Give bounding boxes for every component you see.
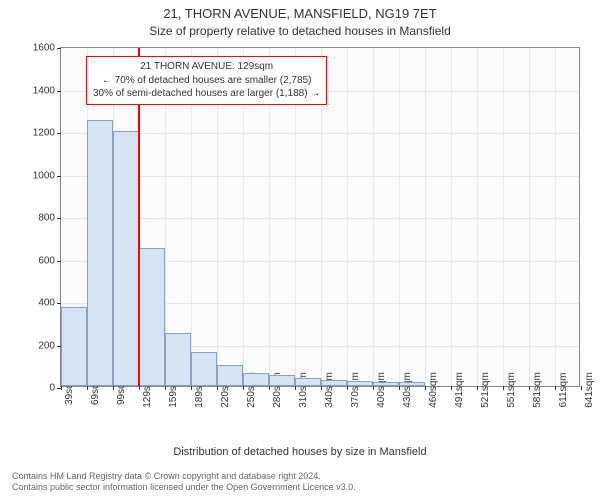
x-tick-mark (503, 386, 504, 390)
x-tick-mark (399, 386, 400, 390)
y-tick-mark (57, 303, 61, 304)
x-tick-mark (87, 386, 88, 390)
x-tick-label: 370sqm (350, 372, 361, 408)
x-tick-label: 581sqm (532, 372, 543, 408)
attribution-line1: Contains HM Land Registry data © Crown c… (12, 471, 356, 483)
histogram-bar (347, 381, 373, 386)
callout-line2: ← 70% of detached houses are smaller (2,… (93, 74, 320, 88)
x-tick-label: 460sqm (428, 372, 439, 408)
x-tick-mark (165, 386, 166, 390)
x-tick-mark (321, 386, 322, 390)
x-tick-mark (217, 386, 218, 390)
histogram-bar (269, 375, 295, 386)
x-tick-mark (269, 386, 270, 390)
x-tick-mark (451, 386, 452, 390)
y-tick-label: 400 (38, 298, 55, 309)
gridline-v (555, 48, 556, 386)
x-tick-mark (425, 386, 426, 390)
y-tick-mark (57, 176, 61, 177)
y-tick-mark (57, 91, 61, 92)
histogram-bar (165, 333, 191, 386)
x-tick-label: 491sqm (454, 372, 465, 408)
gridline-v (425, 48, 426, 386)
x-tick-label: 400sqm (376, 372, 387, 408)
callout-line3: 30% of semi-detached houses are larger (… (93, 87, 320, 101)
y-tick-mark (57, 133, 61, 134)
histogram-bar (321, 380, 347, 386)
histogram-bar (243, 373, 269, 386)
callout-line1: 21 THORN AVENUE: 129sqm (93, 60, 320, 74)
x-tick-label: 430sqm (402, 372, 413, 408)
histogram-bar (139, 248, 165, 386)
gridline-v (399, 48, 400, 386)
y-tick-label: 600 (38, 255, 55, 266)
y-tick-mark (57, 218, 61, 219)
x-tick-mark (139, 386, 140, 390)
x-tick-mark (555, 386, 556, 390)
histogram-bar (61, 307, 87, 386)
y-tick-label: 0 (49, 383, 55, 394)
gridline-v (347, 48, 348, 386)
gridline-v (451, 48, 452, 386)
gridline-v (373, 48, 374, 386)
y-tick-label: 1400 (33, 85, 55, 96)
y-tick-label: 800 (38, 213, 55, 224)
gridline-v (477, 48, 478, 386)
x-tick-mark (243, 386, 244, 390)
x-tick-label: 551sqm (506, 372, 517, 408)
x-tick-mark (61, 386, 62, 390)
x-tick-mark (373, 386, 374, 390)
histogram-bar (113, 131, 139, 386)
y-tick-label: 1200 (33, 128, 55, 139)
histogram-bar (217, 365, 243, 386)
x-tick-mark (477, 386, 478, 390)
x-tick-mark (529, 386, 530, 390)
x-tick-mark (295, 386, 296, 390)
x-tick-mark (347, 386, 348, 390)
plot-inner: 0200400600800100012001400160039sqm69sqm9… (60, 47, 580, 387)
x-tick-label: 611sqm (558, 373, 569, 408)
x-tick-mark (113, 386, 114, 390)
attribution-text: Contains HM Land Registry data © Crown c… (12, 471, 356, 494)
histogram-bar (373, 382, 399, 386)
plot-area: 0200400600800100012001400160039sqm69sqm9… (60, 47, 580, 387)
histogram-bar (191, 352, 217, 386)
x-tick-label: 521sqm (480, 372, 491, 408)
chart-title-line2: Size of property relative to detached ho… (0, 24, 600, 38)
callout-box: 21 THORN AVENUE: 129sqm← 70% of detached… (86, 56, 327, 105)
histogram-bar (399, 382, 425, 386)
y-tick-label: 200 (38, 340, 55, 351)
x-tick-mark (191, 386, 192, 390)
chart-container: 21, THORN AVENUE, MANSFIELD, NG19 7ET Si… (0, 0, 600, 500)
x-tick-label: 641sqm (584, 372, 595, 408)
histogram-bar (87, 120, 113, 386)
attribution-line2: Contains public sector information licen… (12, 482, 356, 494)
gridline-v (503, 48, 504, 386)
chart-title-line1: 21, THORN AVENUE, MANSFIELD, NG19 7ET (0, 6, 600, 21)
y-tick-mark (57, 261, 61, 262)
y-tick-mark (57, 48, 61, 49)
x-tick-mark (581, 386, 582, 390)
y-tick-label: 1600 (33, 43, 55, 54)
histogram-bar (295, 378, 321, 387)
x-tick-label: 340sqm (324, 372, 335, 408)
x-axis-label: Distribution of detached houses by size … (0, 446, 600, 458)
y-tick-label: 1000 (33, 170, 55, 181)
gridline-v (529, 48, 530, 386)
